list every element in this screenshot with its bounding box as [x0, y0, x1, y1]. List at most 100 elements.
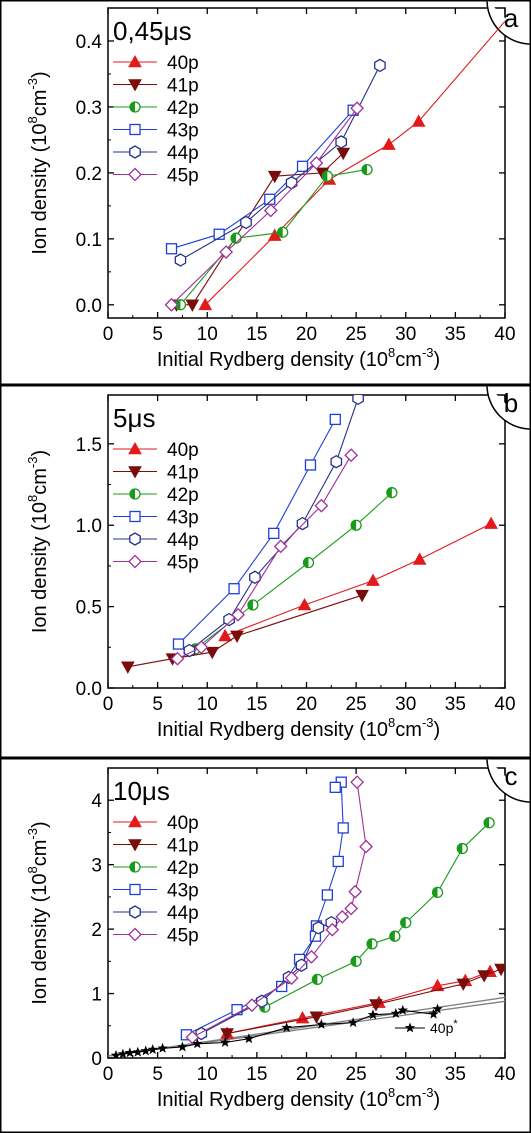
data-point	[297, 597, 312, 611]
y-axis-label: Ion density (108cm-3)	[25, 71, 51, 254]
x-tick-label: 10	[197, 694, 218, 715]
legend-marker	[128, 466, 142, 479]
legend-item-45p: 45p	[113, 166, 199, 187]
data-point	[110, 1049, 122, 1058]
legend-label: 42p	[167, 485, 199, 506]
data-point	[264, 193, 276, 205]
data-point	[194, 640, 209, 655]
data-point	[263, 203, 278, 218]
legend-item-43p: 43p	[113, 881, 199, 902]
legend-label: 40p*	[430, 1018, 458, 1036]
y-tick-label: 0.0	[76, 679, 102, 700]
legend-item-40p-star: 40p*	[395, 1018, 458, 1036]
x-tick-label: 15	[246, 324, 267, 345]
legend-item-40p: 40p	[113, 440, 199, 461]
legend-item-40p: 40p	[113, 813, 199, 834]
legend-item-45p: 45p	[113, 553, 199, 574]
series-line	[224, 523, 492, 637]
legend-marker	[128, 54, 142, 68]
legend-label: 44p	[167, 530, 199, 551]
legend-label: 42p	[167, 98, 199, 119]
panel-letter: b	[504, 388, 518, 418]
data-point	[311, 973, 324, 986]
marker-half	[130, 862, 135, 872]
x-tick-label: 15	[246, 694, 267, 715]
data-point	[240, 215, 252, 230]
data-point	[205, 646, 220, 660]
y-tick-label: 0.1	[76, 230, 102, 251]
marker-half	[351, 956, 357, 967]
series-line	[264, 822, 490, 1008]
series-45p	[164, 101, 365, 312]
data-point	[277, 226, 289, 238]
legend-marker	[129, 905, 141, 919]
panel-a: 0 5 10 15 20 25 30 35 40 0.0 0.1 0.2 0.3 0.4 Initial R…	[0, 0, 531, 385]
marker-half	[386, 487, 392, 498]
series-line	[204, 20, 505, 306]
data-point	[185, 299, 200, 312]
x-tick-label: 10	[197, 324, 218, 345]
y-axis-label-group: Ion density (108cm-3)	[25, 71, 51, 254]
data-point	[366, 938, 378, 950]
legend-marker	[129, 861, 141, 873]
data-point	[304, 949, 319, 964]
legend-item-44p: 44p	[113, 530, 199, 551]
data-point	[172, 638, 185, 650]
series-line	[178, 419, 336, 645]
legend-label: 40p	[167, 813, 199, 834]
x-tick-label: 30	[395, 1064, 416, 1085]
data-point	[140, 1045, 151, 1056]
panel-b: 0 5 10 15 20 25 30 35 40 0.0 0.5 1.0 1.5 Initial Rydb…	[0, 384, 531, 758]
legend-label: 45p	[167, 553, 199, 574]
x-tick-label: 10	[197, 1064, 218, 1085]
data-point	[431, 886, 444, 899]
data-point	[477, 970, 492, 983]
data-point	[350, 101, 365, 116]
data-point	[390, 1008, 402, 1018]
data-point	[347, 1017, 359, 1027]
panel-letter: c	[505, 761, 518, 791]
y-axis: 0 1 2 3 4	[91, 791, 505, 1070]
marker-half	[367, 938, 373, 949]
x-tick-label: 25	[346, 694, 367, 715]
series-40p	[198, 20, 505, 311]
data-point	[220, 1028, 234, 1041]
marker-half	[322, 171, 328, 182]
legend-item-41p: 41p	[113, 463, 199, 484]
legend-item-44p: 44p	[113, 143, 199, 164]
data-layer	[164, 20, 505, 312]
data-point	[164, 297, 179, 312]
legend-marker	[128, 79, 142, 92]
data-point	[456, 842, 468, 855]
x-axis: 0 5 10 15 20 25 30 35 40	[103, 8, 516, 345]
y-axis-label-group: Ion density (108cm-3)	[25, 821, 51, 1004]
y-tick-label: 0.2	[76, 164, 102, 185]
panel-letter-circle	[486, 384, 531, 430]
marker-half	[484, 817, 490, 828]
x-tick-label: 0	[103, 1064, 114, 1085]
panel-letter-badge: b	[486, 384, 531, 430]
series-44p	[174, 58, 386, 267]
data-point	[382, 137, 396, 150]
data-point	[484, 516, 498, 529]
data-point	[174, 253, 187, 267]
data-point	[249, 570, 261, 585]
legend-label: 41p	[167, 463, 199, 484]
legend-item-42p: 42p	[113, 98, 199, 119]
data-point	[389, 930, 401, 942]
data-point	[198, 297, 213, 311]
y-tick-label: 1.5	[76, 435, 102, 456]
series-43p	[172, 413, 341, 650]
data-point	[332, 855, 344, 868]
legend-marker	[404, 1022, 416, 1033]
data-point	[244, 998, 259, 1013]
data-point	[228, 583, 240, 595]
data-point	[117, 1048, 129, 1058]
data-point	[273, 539, 288, 554]
data-point	[350, 955, 362, 967]
data-point	[336, 147, 351, 161]
legend-item-45p: 45p	[113, 926, 199, 947]
marker-half	[247, 599, 253, 610]
data-point	[157, 1042, 168, 1053]
data-point	[321, 170, 333, 182]
